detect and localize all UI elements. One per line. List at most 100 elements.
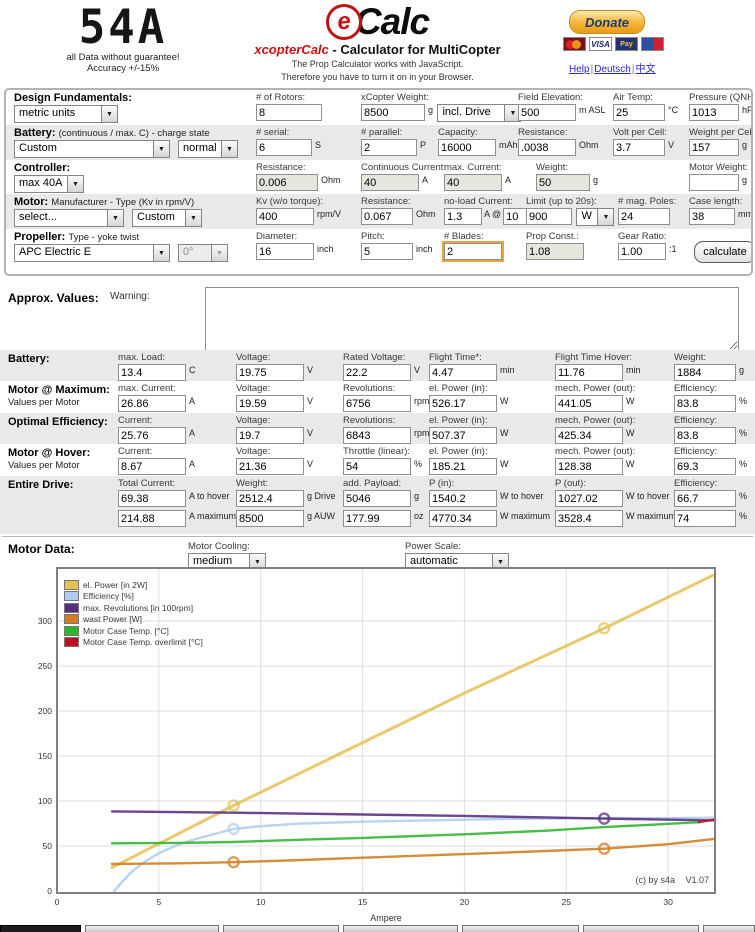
result-value-input[interactable] [429, 510, 497, 527]
result-value-input[interactable] [555, 490, 623, 507]
result-value-input[interactable] [343, 490, 411, 507]
no-load-current-input[interactable] [444, 208, 482, 225]
result-value-input[interactable] [429, 490, 497, 507]
controller-max-current-input[interactable] [444, 174, 502, 191]
case-length-input[interactable] [689, 208, 735, 225]
result-value-input[interactable] [674, 395, 736, 412]
result-value-input[interactable] [236, 490, 304, 507]
result-value-input[interactable] [674, 490, 736, 507]
result-line: A to hover [118, 490, 236, 508]
result-value-input[interactable] [674, 458, 736, 475]
deutsch-link[interactable]: Deutsch [594, 64, 631, 75]
result-value-input[interactable] [674, 364, 736, 381]
result-label: Weight: [674, 352, 707, 363]
taskbar-button[interactable] [84, 925, 219, 932]
result-label: Total Current: [118, 478, 176, 489]
result-value-input[interactable] [555, 510, 623, 527]
limit-unit-select[interactable]: W ▼ [576, 208, 615, 226]
serial-input[interactable] [256, 139, 312, 156]
result-value-input[interactable] [343, 510, 411, 527]
motor-resistance-input[interactable] [361, 208, 413, 225]
result-value-input[interactable] [118, 510, 186, 527]
donate-button[interactable]: Donate [569, 10, 645, 34]
diameter-input[interactable] [256, 243, 314, 260]
capacity-input[interactable] [438, 139, 496, 156]
copter-weight-input[interactable] [361, 104, 425, 121]
kv-input[interactable] [256, 208, 314, 225]
result-value-input[interactable] [118, 490, 186, 507]
result-value-input[interactable] [429, 364, 497, 381]
elevation-field: Field Elevation: m ASL [518, 92, 606, 122]
blades-input[interactable] [442, 241, 504, 262]
result-value-input[interactable] [343, 395, 411, 412]
result-value-input[interactable] [429, 458, 497, 475]
gear-ratio-input[interactable] [618, 243, 666, 260]
propeller-type-select[interactable]: APC Electric E ▼ [14, 244, 170, 262]
charge-state-select[interactable]: normal ▼ [178, 140, 238, 158]
result-value-input[interactable] [236, 427, 304, 444]
controller-select[interactable]: max 40A ▼ [14, 175, 84, 193]
svg-text:0: 0 [47, 886, 52, 896]
result-value-input[interactable] [555, 364, 623, 381]
elevation-input[interactable] [518, 104, 576, 121]
taskbar-button[interactable] [222, 925, 339, 932]
prop-const-input[interactable] [526, 243, 584, 260]
controller-cont-current-input[interactable] [361, 174, 419, 191]
controller-weight-input[interactable] [536, 174, 590, 191]
result-value-input[interactable] [343, 364, 411, 381]
case-length-field: Case length: mm [689, 196, 751, 226]
taskbar-button[interactable] [462, 925, 580, 932]
rotors-input[interactable] [256, 104, 322, 121]
taskbar-button[interactable] [703, 925, 755, 932]
result-value-input[interactable] [343, 458, 411, 475]
yoke-twist-select[interactable]: 0° ▼ [178, 244, 228, 262]
power-scale-select[interactable]: automatic ▼ [405, 553, 509, 571]
result-value-input[interactable] [236, 364, 304, 381]
result-value-input[interactable] [236, 395, 304, 412]
motor-manufacturer-select[interactable]: select... ▼ [14, 209, 124, 227]
result-value-input[interactable] [118, 427, 186, 444]
power-scale-label: Power Scale: [405, 541, 461, 552]
result-value-input[interactable] [674, 427, 736, 444]
result-label: Voltage: [236, 352, 271, 363]
air-temp-input[interactable] [613, 104, 665, 121]
result-value-input[interactable] [118, 395, 186, 412]
result-value-input[interactable] [555, 427, 623, 444]
legend-label: max. Revolutions [in 100rpm] [83, 602, 194, 613]
js-note-line2: Therefore you have to turn it on in your… [281, 72, 474, 82]
pressure-input[interactable] [689, 104, 739, 121]
units-select[interactable]: metric units ▼ [14, 105, 118, 123]
weight-mode-select[interactable]: incl. Drive ▼ [437, 104, 522, 122]
limit-input[interactable] [526, 208, 572, 225]
battery-type-select[interactable]: Custom ▼ [14, 140, 170, 158]
weight-per-cell-input[interactable] [689, 139, 739, 156]
pitch-input[interactable] [361, 243, 413, 260]
result-value-input[interactable] [674, 510, 736, 527]
battery-resistance-input[interactable] [518, 139, 576, 156]
warning-textarea[interactable] [205, 287, 739, 351]
motor-weight-input[interactable] [689, 174, 739, 191]
start-button[interactable] [0, 925, 81, 932]
motor-type-select[interactable]: Custom ▼ [132, 209, 202, 227]
poles-input[interactable] [618, 208, 670, 225]
volt-per-cell-input[interactable] [613, 139, 665, 156]
controller-resistance-input[interactable] [256, 174, 318, 191]
chinese-link[interactable]: 中文 [635, 64, 656, 75]
result-value-input[interactable] [118, 458, 186, 475]
taskbar-button[interactable] [342, 925, 459, 932]
chevron-down-icon: ▼ [153, 245, 169, 261]
result-value-input[interactable] [429, 427, 497, 444]
result-value-input[interactable] [236, 458, 304, 475]
result-label: Efficiency: [674, 415, 718, 426]
result-value-input[interactable] [555, 395, 623, 412]
calculate-button[interactable]: calculate [694, 241, 751, 263]
result-value-input[interactable] [555, 458, 623, 475]
help-link[interactable]: Help [569, 64, 590, 75]
result-value-input[interactable] [343, 427, 411, 444]
parallel-input[interactable] [361, 139, 417, 156]
result-value-input[interactable] [236, 510, 304, 527]
taskbar-button[interactable] [583, 925, 700, 932]
result-value-input[interactable] [118, 364, 186, 381]
result-value-input[interactable] [429, 395, 497, 412]
